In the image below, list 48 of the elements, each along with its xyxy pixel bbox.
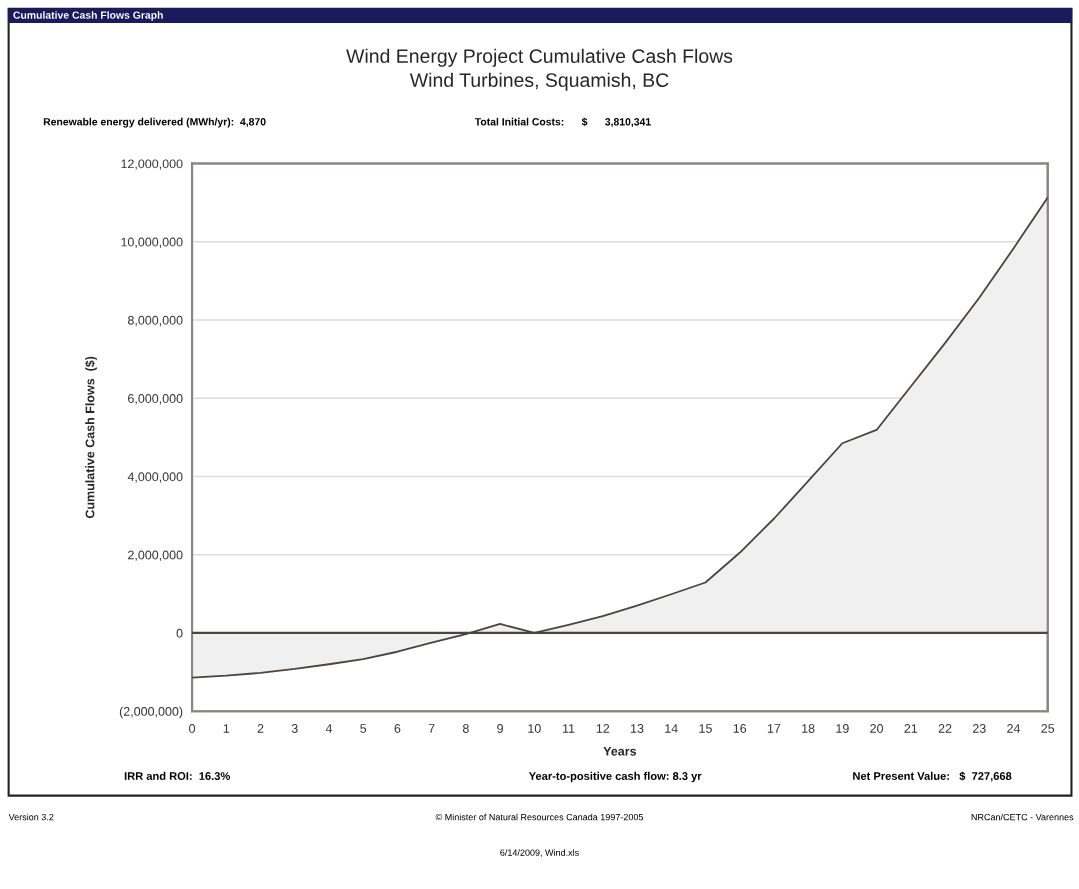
chart-title: Wind Energy Project Cumulative Cash Flows xyxy=(346,48,733,67)
text: NRCan/CETC - Varennes xyxy=(971,813,1074,821)
text: Year-to-positive cash flow: 8.3 yr xyxy=(528,771,702,783)
x-tick-label: 23 xyxy=(972,724,986,733)
x-tick-label: 7 xyxy=(428,724,435,733)
x-tick-label: 10 xyxy=(528,724,541,733)
x-tick-label: 21 xyxy=(904,724,918,733)
text: Total Initial Costs: $ 3,810,341 xyxy=(474,117,651,127)
x-tick-label: 9 xyxy=(497,724,503,733)
x-tick-label: 3 xyxy=(291,724,298,733)
x-tick-label: 11 xyxy=(563,724,575,733)
x-tick-label: 0 xyxy=(189,724,196,733)
x-tick-label: 25 xyxy=(1041,724,1055,733)
x-axis-title: Years xyxy=(603,746,637,756)
y-tick-label: 8,000,000 xyxy=(127,315,183,327)
x-tick-label: 12 xyxy=(596,724,610,733)
y-tick-label: 6,000,000 xyxy=(128,394,183,405)
x-tick-label: 17 xyxy=(767,724,781,733)
x-tick-label: 13 xyxy=(631,724,644,733)
x-tick-label: 24 xyxy=(1007,724,1021,733)
text: Cumulative Cash Flows Graph xyxy=(13,11,163,21)
text: 6/14/2009, Wind.xls xyxy=(500,849,579,857)
x-tick-label: 1 xyxy=(223,724,230,733)
x-tick-label: 5 xyxy=(360,724,367,733)
y-tick-label: (2,000,000) xyxy=(119,706,183,719)
text: Net Present Value: $ 727,668 xyxy=(853,771,1012,782)
y-tick-label: 10,000,000 xyxy=(121,237,183,248)
x-tick-label: 19 xyxy=(836,724,849,733)
text: Version 3.2 xyxy=(8,813,54,821)
x-tick-label: 18 xyxy=(802,724,815,733)
text: © Minister of Natural Resources Canada 1997-2005 xyxy=(435,813,644,821)
y-axis-title: Cumulative Cash Flows ($) xyxy=(85,356,97,519)
x-tick-label: 15 xyxy=(699,724,712,733)
x-tick-label: 22 xyxy=(938,724,952,733)
x-tick-label: 14 xyxy=(665,724,678,733)
x-tick-label: 20 xyxy=(870,724,884,733)
text: Renewable energy delivered (MWh/yr): 4,870 xyxy=(43,117,266,128)
x-tick-label: 4 xyxy=(325,724,333,733)
x-tick-label: 2 xyxy=(257,724,264,733)
y-tick-label: 2,000,000 xyxy=(128,550,183,561)
text: IRR and ROI: 16.3% xyxy=(124,771,230,780)
chart-subtitle: Wind Turbines, Squamish, BC xyxy=(409,72,669,91)
y-tick-label: 12,000,000 xyxy=(121,159,183,170)
x-tick-label: 8 xyxy=(462,724,469,733)
y-tick-label: 4,000,000 xyxy=(127,472,183,483)
x-tick-label: 16 xyxy=(733,724,747,733)
y-tick-label: 0 xyxy=(176,628,183,638)
x-tick-label: 6 xyxy=(394,724,401,733)
